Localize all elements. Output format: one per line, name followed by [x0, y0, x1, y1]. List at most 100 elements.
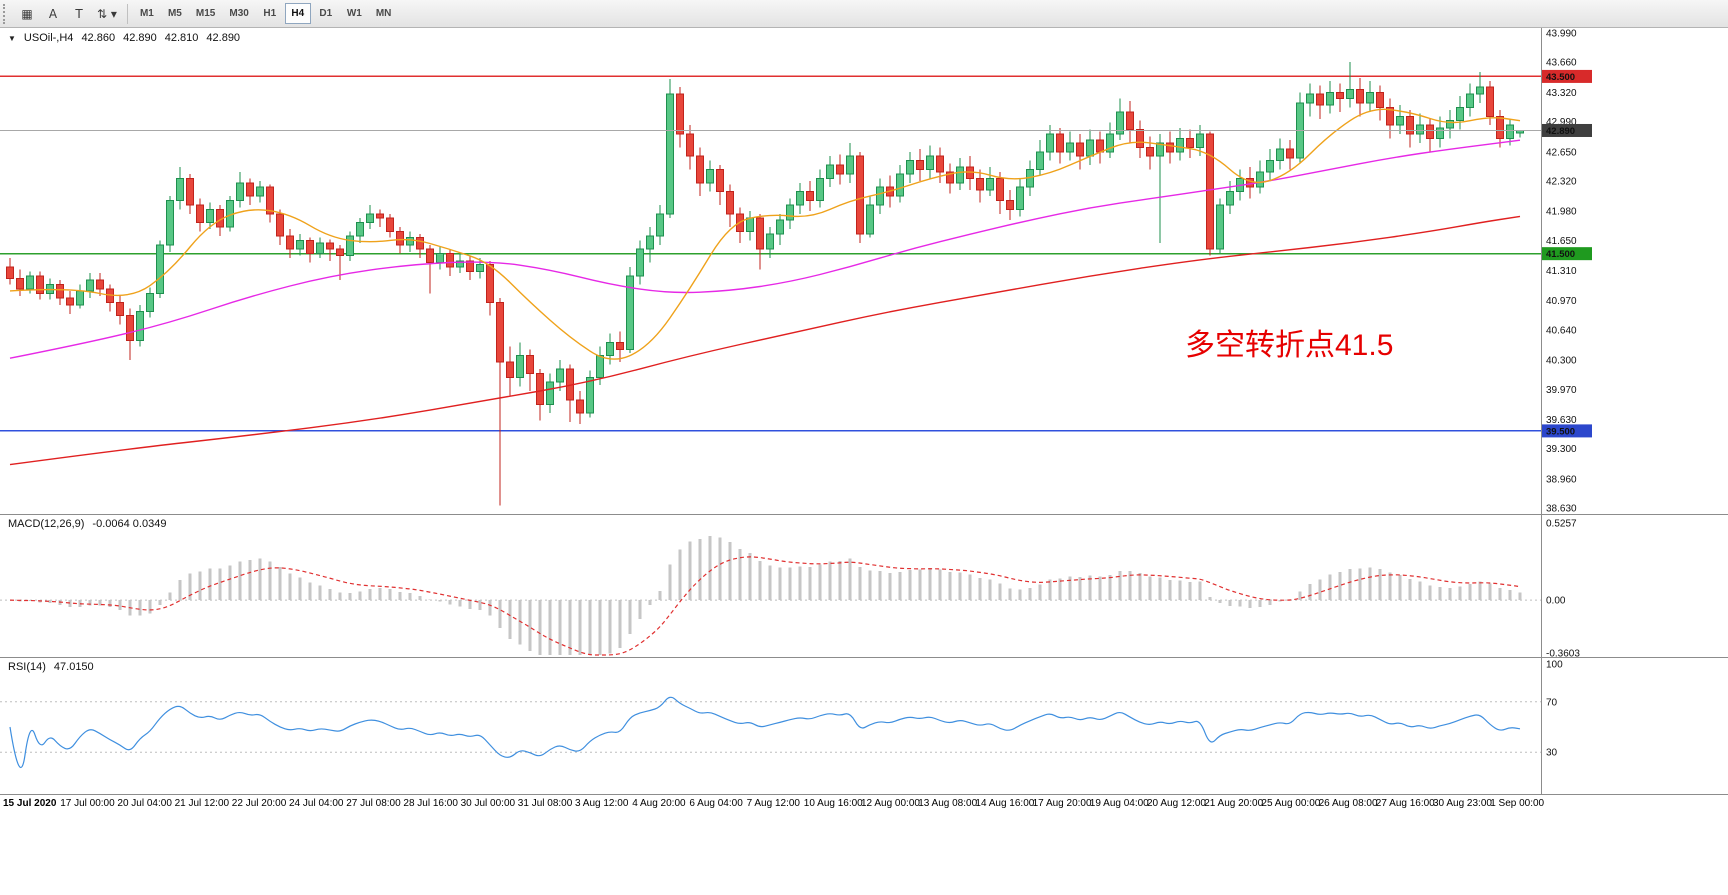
candle-body	[1306, 93, 1314, 104]
open-value: 42.860	[81, 32, 116, 44]
candle-body	[476, 263, 484, 272]
time-axis[interactable]: 15 Jul 2020 17 Jul 00:00 20 Jul 04:00 21 Ju…	[0, 795, 1728, 813]
time-axis-label: 17 Jul 00:00	[60, 798, 115, 809]
svg-text:43.320: 43.320	[1546, 88, 1577, 99]
candle-body	[496, 301, 504, 363]
timeframe-button-mn[interactable]: MN	[370, 3, 398, 24]
time-axis-label: 14 Aug 16:00	[975, 798, 1035, 809]
mid-ma-magenta	[9, 139, 1521, 359]
candle-body	[346, 235, 354, 256]
rsi-panel[interactable]: 100 70 30 RSI(14) 47.0150	[0, 658, 1728, 795]
candles-layer	[6, 62, 1524, 506]
candle-body	[926, 155, 934, 170]
rsi-axis[interactable]: 100 70 30	[1546, 660, 1563, 759]
macd-label: MACD(12,26,9)	[8, 518, 85, 530]
candle-body	[436, 253, 444, 264]
collapse-arrow-icon[interactable]: ▼	[8, 33, 16, 43]
time-axis-label: 6 Aug 04:00	[689, 798, 743, 809]
timeframe-button-m30[interactable]: M30	[223, 3, 254, 24]
candle-body	[586, 377, 594, 414]
annotate-letter-t-button[interactable]: T	[67, 3, 91, 25]
candle-body	[936, 155, 944, 173]
candle-body	[186, 177, 194, 206]
macd-histogram	[18, 536, 1522, 655]
main-chart-panel[interactable]: 43.990 43.660 43.320 42.990 42.650 42.320 41.9…	[0, 28, 1728, 515]
candle-body	[1126, 111, 1134, 131]
toolbar-drag-handle[interactable]	[3, 3, 10, 24]
candle-body	[16, 277, 24, 290]
candle-body	[1156, 142, 1164, 157]
candle-body	[856, 155, 864, 235]
fast-ma-orange	[9, 108, 1521, 360]
candle-body	[1396, 115, 1404, 126]
annotate-letter-a-button[interactable]: A	[41, 3, 65, 25]
candle-body	[406, 237, 414, 246]
candle-body	[646, 235, 654, 250]
candle-body	[846, 155, 854, 175]
svg-text:42.320: 42.320	[1546, 176, 1577, 187]
timeframe-button-m1[interactable]: M1	[134, 3, 160, 24]
timeframe-toolbar: ▦ A T ⇅ ▾ M1 M5 M15 M30 H1 H4 D1 W1 MN	[0, 0, 1728, 28]
timeframe-button-m5[interactable]: M5	[162, 3, 188, 24]
chart-grid-icon[interactable]: ▦	[15, 3, 39, 25]
time-axis-label: 30 Aug 23:00	[1433, 798, 1492, 809]
candle-body	[1426, 124, 1434, 139]
candle-body	[366, 213, 374, 224]
candle-body	[356, 222, 364, 237]
candle-body	[76, 290, 84, 306]
macd-panel[interactable]: 0.5257 0.00 -0.3603 MACD(12,26,9) -0.0064 …	[0, 515, 1728, 658]
candle-body	[756, 217, 764, 250]
candle-body	[336, 248, 344, 256]
level-price-badge: 39.500	[1542, 424, 1592, 438]
candle-body	[866, 204, 874, 235]
candle-body	[306, 239, 314, 255]
symbol-period-label: USOil-,H4	[23, 32, 74, 44]
timeframe-button-h1[interactable]: H1	[257, 3, 283, 24]
timeframe-button-h4[interactable]: H4	[284, 3, 311, 24]
candle-body	[576, 399, 584, 414]
candle-body	[206, 208, 214, 224]
annotation-text[interactable]: 多空转折点41.5	[1185, 329, 1394, 362]
timeframe-button-w1[interactable]: W1	[341, 3, 368, 24]
candle-body	[1016, 186, 1024, 210]
macd-signal-line	[9, 556, 1521, 656]
macd-canvas[interactable]: 0.5257 0.00 -0.3603	[0, 515, 1728, 658]
candle-body	[86, 279, 94, 292]
candle-body	[6, 266, 14, 279]
scale-arrows-icon[interactable]: ⇅ ▾	[93, 3, 121, 25]
candle-body	[1316, 93, 1324, 106]
candle-body	[1096, 139, 1104, 153]
candle-body	[596, 355, 604, 379]
svg-text:42.990: 42.990	[1546, 117, 1577, 128]
candle-body	[776, 219, 784, 235]
candle-body	[116, 301, 124, 317]
time-axis-label: 1 Sep 00:00	[1490, 798, 1545, 809]
candle-body	[956, 166, 964, 184]
time-axis-label: 25 Aug 00:00	[1261, 798, 1321, 809]
candle-body	[1256, 171, 1264, 188]
candle-body	[166, 199, 174, 246]
candle-body	[1136, 129, 1144, 148]
timeframe-button-m15[interactable]: M15	[190, 3, 221, 24]
candle-body	[666, 93, 674, 215]
candle-body	[1386, 106, 1394, 126]
candle-body	[506, 361, 514, 379]
rsi-header: RSI(14) 47.0150	[8, 661, 94, 673]
time-axis-label: 24 Jul 04:00	[289, 798, 344, 809]
candle-body	[1326, 91, 1334, 106]
rsi-value: 47.0150	[53, 661, 94, 673]
price-axis[interactable]: 43.990 43.660 43.320 42.990 42.650 42.320 41.9…	[1546, 29, 1577, 515]
macd-axis[interactable]: 0.5257 0.00 -0.3603	[1546, 519, 1580, 659]
candle-body	[36, 275, 44, 295]
close-value: 42.890	[206, 32, 241, 44]
candle-body	[626, 275, 634, 350]
svg-text:100: 100	[1546, 660, 1563, 671]
candle-body	[1356, 89, 1364, 104]
candle-body	[906, 160, 914, 175]
rsi-canvas[interactable]: 100 70 30	[0, 658, 1728, 795]
time-axis-label: 4 Aug 20:00	[632, 798, 686, 809]
time-axis-label: 20 Jul 04:00	[117, 798, 172, 809]
timeframe-button-d1[interactable]: D1	[313, 3, 339, 24]
candle-body	[156, 244, 164, 295]
main-chart-canvas[interactable]: 43.990 43.660 43.320 42.990 42.650 42.320 41.9…	[0, 28, 1728, 515]
